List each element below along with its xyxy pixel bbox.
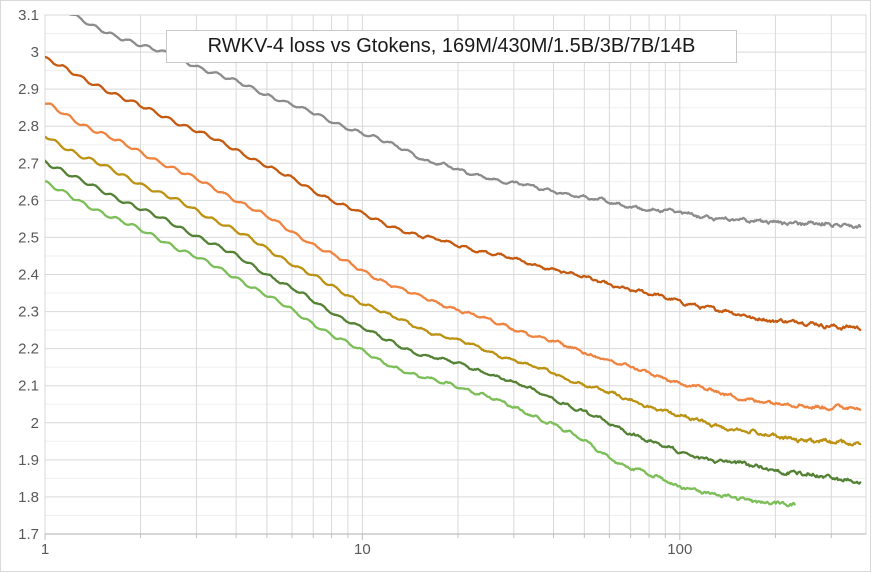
y-tick-label: 2 <box>31 415 39 432</box>
series-line-7B <box>45 159 862 485</box>
y-tick-label: 1.7 <box>18 526 39 543</box>
x-tick-label: 10 <box>354 541 371 558</box>
x-tick-label: 1 <box>41 541 49 558</box>
y-tick-label: 2.7 <box>18 155 39 172</box>
chart-title: RWKV-4 loss vs Gtokens, 169M/430M/1.5B/3… <box>166 30 737 63</box>
y-tick-label: 2.9 <box>18 81 39 98</box>
x-tick-label: 100 <box>667 541 692 558</box>
series-lines <box>45 15 862 508</box>
axis-labels: 3.1 3 2.9 2.8 2.7 2.6 2.5 2.4 2.3 2.2 2.1 2 1.9 1.8 1.… <box>18 7 692 558</box>
series-line-3B <box>45 135 862 447</box>
y-tick-label: 3.1 <box>18 7 39 24</box>
y-tick-label: 2.6 <box>18 192 39 209</box>
y-tick-label: 1.9 <box>18 452 39 469</box>
series-line-14B <box>45 180 796 508</box>
axes <box>44 533 866 540</box>
y-tick-label: 2.3 <box>18 304 39 321</box>
y-tick-label: 2.5 <box>18 229 39 246</box>
y-tick-label: 3 <box>31 44 39 61</box>
series-line-1.5B <box>45 102 862 412</box>
y-tick-label: 2.4 <box>18 267 39 284</box>
y-tick-label: 2.2 <box>18 341 39 358</box>
y-tick-label: 2.8 <box>18 118 39 135</box>
series-line-430M <box>45 55 862 332</box>
gridlines-major <box>44 14 867 535</box>
y-tick-label: 1.8 <box>18 489 39 506</box>
y-tick-label: 2.1 <box>18 378 39 395</box>
